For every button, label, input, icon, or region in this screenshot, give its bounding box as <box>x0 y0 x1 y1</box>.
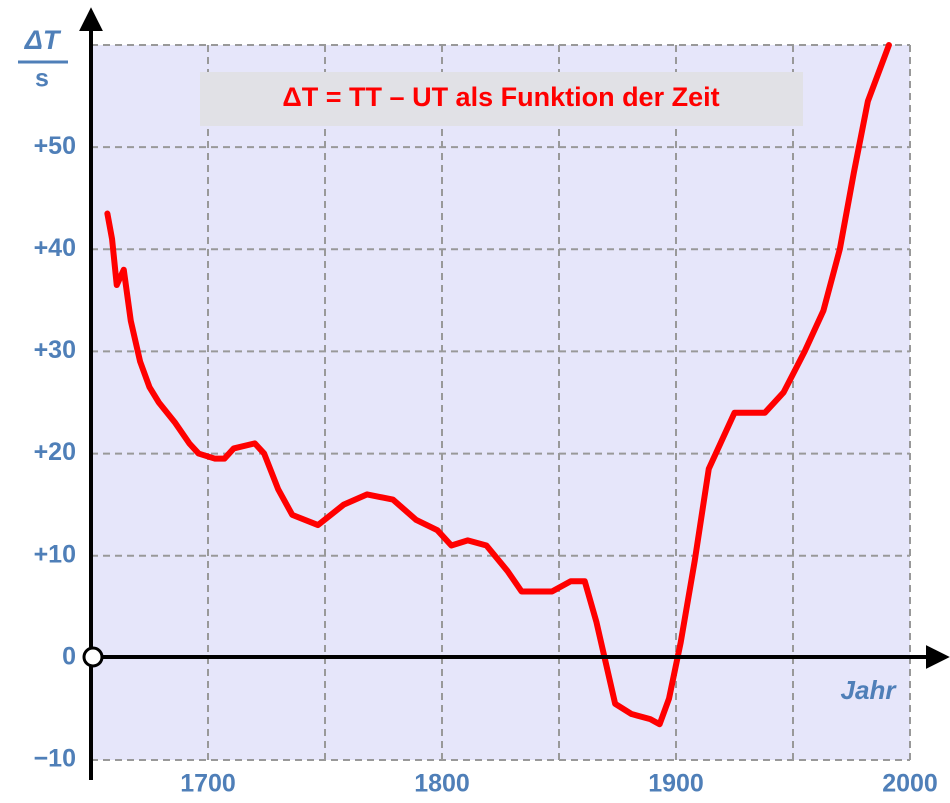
plot-area <box>91 45 910 760</box>
data-line <box>104 42 892 728</box>
y-tick-label: −10 <box>34 745 76 773</box>
x-tick-label: 1700 <box>180 770 236 798</box>
y-label-top: ΔT <box>24 25 62 55</box>
y-tick-label: +40 <box>34 234 76 262</box>
x-tick-label: 1800 <box>414 770 470 798</box>
x-label: Jahr <box>841 675 898 705</box>
y-tick-label: 0 <box>62 642 76 670</box>
y-tick-label: +10 <box>34 540 76 568</box>
y-tick-label: +20 <box>34 438 76 466</box>
y-label-bottom: s <box>35 65 49 93</box>
x-tick-label: 2000 <box>882 770 938 798</box>
origin <box>82 646 104 668</box>
x-tick-label: 1900 <box>648 770 704 798</box>
title-box <box>200 72 803 126</box>
chart-title: ΔT = TT – UT als Funktion der Zeit <box>282 82 719 112</box>
y-tick-label: +50 <box>34 132 76 160</box>
y-tick-label: +30 <box>34 336 76 364</box>
